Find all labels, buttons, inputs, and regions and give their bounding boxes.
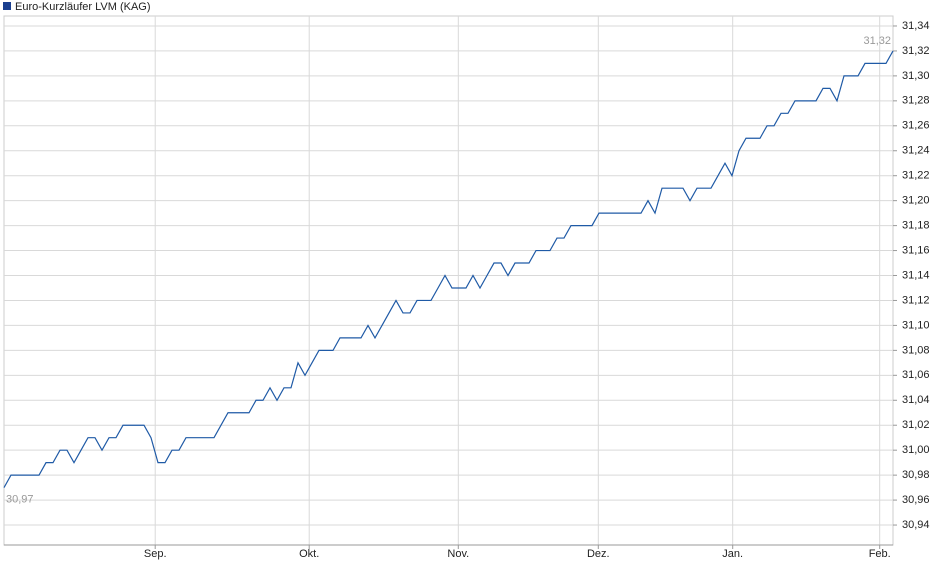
x-tick-label: Nov. [447,548,469,560]
y-tick-label: 31,10 [902,319,930,331]
x-tick-label: Feb. [869,548,891,560]
y-tick-label: 31,32 [902,45,930,57]
price-line [3,50,894,488]
y-tick-label: 31,06 [902,369,930,381]
y-tick-label: 31,22 [902,170,930,182]
y-tick-label: 31,34 [902,20,930,32]
x-tick-label: Sep. [144,548,167,560]
y-tick-label: 31,08 [902,344,930,356]
y-tick-label: 31,30 [902,70,930,82]
end-label: 31,32 [863,35,891,47]
legend-swatch [3,2,11,10]
y-tick-label: 31,02 [902,419,930,431]
y-tick-label: 31,12 [902,294,930,306]
plot-area [3,15,894,546]
y-tick-label: 31,26 [902,120,930,132]
y-tick-label: 31,20 [902,195,930,207]
y-tick-label: 31,16 [902,244,930,256]
y-tick-label: 30,94 [902,519,930,531]
y-tick-label: 31,04 [902,394,930,406]
y-tick-label: 31,24 [902,145,930,157]
y-tick-label: 31,00 [902,444,930,456]
x-tick-label: Jan. [722,548,743,560]
y-tick-label: 31,18 [902,220,930,232]
x-tick-label: Okt. [299,548,319,560]
x-tick-label: Dez. [587,548,610,560]
y-tick-label: 31,28 [902,95,930,107]
start-label: 30,97 [6,494,34,506]
legend-label: Euro-Kurzläufer LVM (KAG) [15,1,151,13]
y-tick-label: 31,14 [902,269,930,281]
y-tick-label: 30,96 [902,494,930,506]
y-tick-label: 30,98 [902,469,930,481]
